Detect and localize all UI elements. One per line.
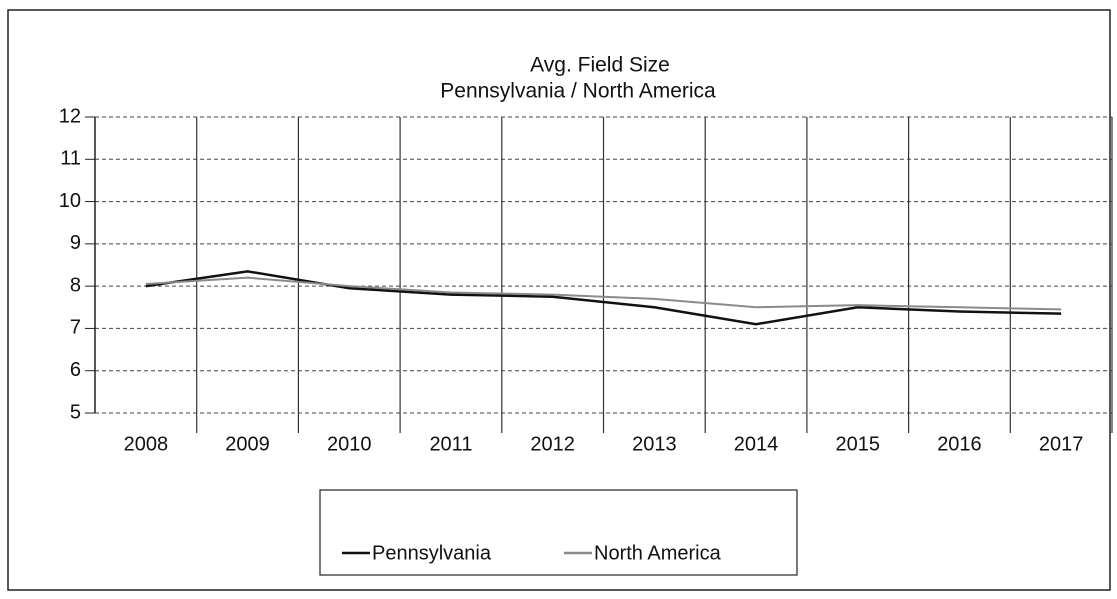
y-tick-label: 8: [70, 274, 81, 296]
y-tick-label: 12: [59, 105, 81, 127]
x-tick-label: 2011: [429, 433, 472, 455]
x-tick-label: 2015: [836, 433, 881, 455]
legend-label: Pennsylvania: [372, 542, 492, 564]
x-tick-label: 2009: [225, 433, 270, 455]
x-tick-label: 2013: [632, 433, 677, 455]
x-tick-label: 2016: [937, 433, 982, 455]
x-tick-label: 2008: [124, 433, 169, 455]
series-line: [145, 276, 1062, 311]
x-tick-label: 2017: [1039, 433, 1084, 455]
x-tick-label: 2012: [530, 433, 575, 455]
legend-label: North America: [594, 542, 722, 564]
x-tick-label: 2010: [327, 433, 372, 455]
y-tick-label: 10: [59, 190, 81, 212]
series-line: [145, 270, 1062, 326]
y-tick-label: 5: [70, 401, 81, 423]
chart-subtitle: Pennsylvania / North America: [440, 80, 716, 103]
y-tick-label: 6: [70, 359, 81, 381]
x-tick-label: 2014: [734, 433, 779, 455]
chart-border: [7, 9, 1111, 591]
y-tick-label: 7: [70, 317, 81, 339]
legend-box: [319, 489, 798, 576]
y-tick-label: 9: [70, 232, 81, 254]
chart-title: Avg. Field Size: [530, 54, 670, 77]
y-tick-label: 11: [60, 148, 81, 170]
